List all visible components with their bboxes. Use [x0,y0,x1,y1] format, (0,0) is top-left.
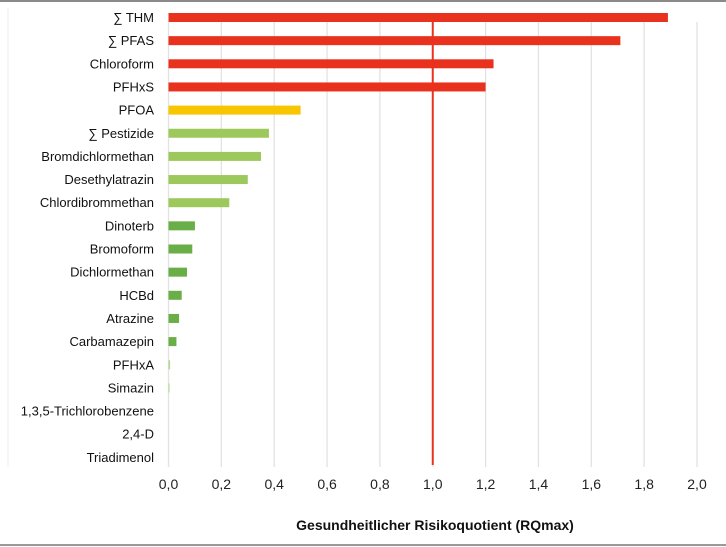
category-label: Desethylatrazin [64,172,154,187]
category-label: ∑ THM [113,10,154,25]
x-tick-label: 0,0 [159,476,179,492]
category-label: Bromoform [90,242,154,257]
x-tick-label: 0,4 [264,476,284,492]
bar [168,337,177,347]
x-tick-label: 2,0 [687,476,707,492]
category-label: Chlordibrommethan [40,195,154,210]
category-label: Dinoterb [105,218,154,233]
category-label: Triadimenol [87,450,155,465]
bar [168,290,182,300]
bar [168,36,621,46]
bar [168,313,180,323]
category-label: Carbamazepin [69,334,154,349]
x-tick-label: 1,6 [582,476,602,492]
category-label: PFHxA [113,357,155,372]
category-label: 1,3,5-Trichlorobenzene [21,404,154,419]
x-tick-label: 1,2 [476,476,496,492]
x-tick-label: 1,0 [423,476,443,492]
bar [168,82,486,92]
category-label: ∑ PFAS [108,33,154,48]
bar [168,360,171,370]
bar [168,59,494,69]
category-label: Dichlormethan [70,265,154,280]
bar [168,175,248,185]
bar [168,244,193,254]
bar [168,221,195,231]
category-label: ∑ Pestizide [88,126,154,141]
bar [168,151,261,161]
x-axis-title: Gesundheitlicher Risikoquotient (RQmax) [296,517,574,533]
category-label: Simazin [108,380,154,395]
category-label: HCBd [119,288,154,303]
category-label: PFOA [119,103,155,118]
category-label: Chloroform [90,56,154,71]
bar [168,128,269,138]
category-label: PFHxS [113,79,155,94]
bar [168,198,230,208]
x-tick-label: 1,4 [529,476,549,492]
bar [168,105,301,115]
category-label: Atrazine [106,311,154,326]
x-tick-label: 0,2 [212,476,232,492]
x-tick-label: 0,6 [317,476,337,492]
x-tick-label: 0,8 [370,476,390,492]
category-label: Bromdichlormethan [41,149,154,164]
x-tick-label: 1,8 [634,476,654,492]
bar [168,13,668,22]
category-label: 2,4-D [122,427,154,442]
bar [168,383,170,393]
bar [168,267,187,277]
